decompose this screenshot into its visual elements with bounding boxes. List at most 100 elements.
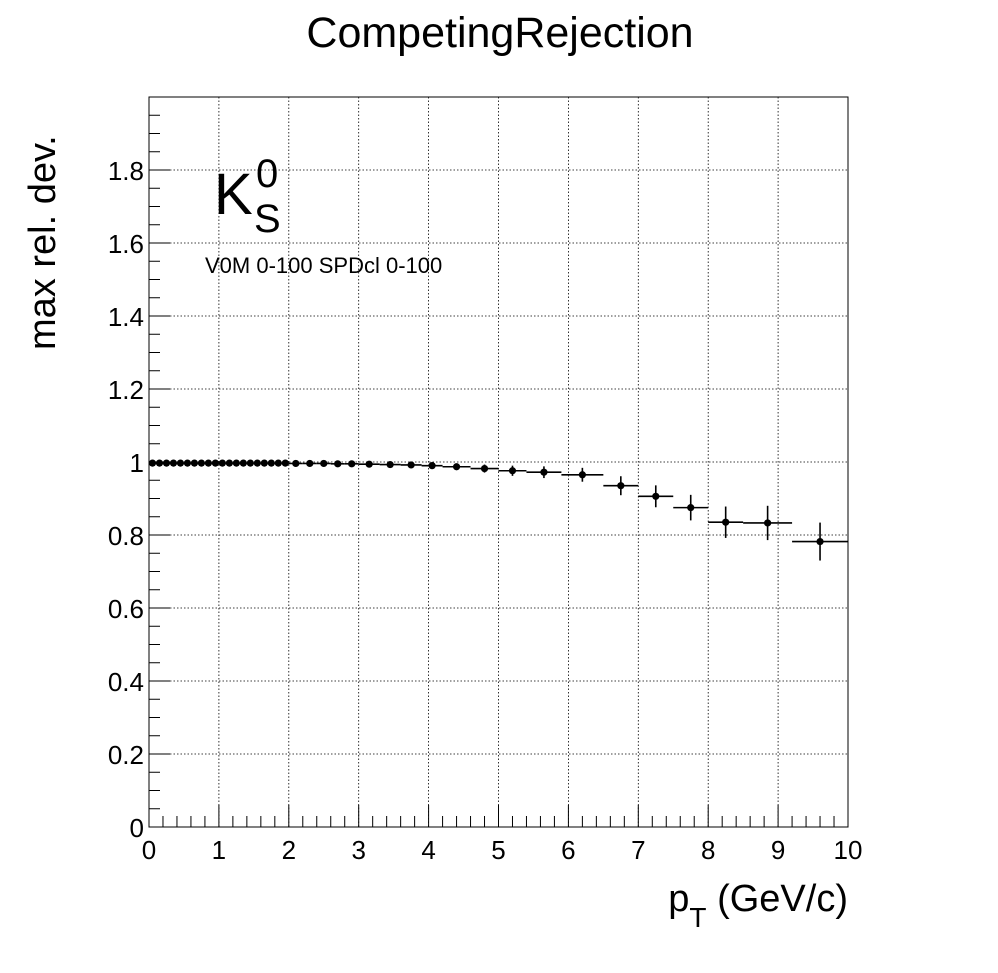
data-point	[274, 459, 282, 467]
data-point	[232, 459, 240, 467]
data-point	[526, 466, 562, 479]
data-point	[288, 459, 303, 468]
data-point	[183, 459, 192, 467]
x-tick-label: 7	[631, 835, 645, 865]
marker	[218, 459, 226, 467]
marker	[246, 459, 254, 467]
y-tick-label: 1.4	[108, 302, 144, 332]
marker	[578, 471, 586, 479]
marker	[253, 459, 261, 467]
x-axis-label: pT (GeV/c)	[668, 878, 848, 933]
y-axis-label: max rel. dev.	[22, 135, 64, 350]
marker	[169, 459, 178, 467]
x-tick-label: 3	[351, 835, 365, 865]
data-point	[148, 459, 157, 467]
marker	[211, 459, 220, 467]
x-tick-label: 8	[701, 835, 715, 865]
data-point	[470, 464, 499, 473]
data-point	[316, 459, 331, 468]
marker	[365, 460, 373, 468]
marker	[225, 459, 233, 467]
selection-annotation: V0M 0-100 SPDcl 0-100	[205, 253, 442, 278]
data-point	[442, 463, 471, 471]
data-point	[246, 459, 254, 467]
x-tick-label: 5	[491, 835, 505, 865]
y-tick-label: 1	[130, 448, 144, 478]
data-point	[281, 459, 289, 467]
y-tick-label: 0.2	[108, 740, 144, 770]
marker	[452, 463, 461, 471]
data-point	[239, 459, 247, 467]
data-point	[561, 467, 604, 482]
marker	[197, 459, 206, 467]
data-point	[260, 459, 268, 467]
particle-superscript: 0	[256, 152, 278, 196]
particle-symbol-main: K	[214, 162, 253, 227]
y-tick-label: 0	[130, 813, 144, 843]
data-point	[673, 494, 709, 521]
marker	[176, 459, 185, 467]
marker	[281, 459, 289, 467]
marker	[232, 459, 240, 467]
marker	[306, 459, 314, 468]
y-tick-label: 0.4	[108, 667, 144, 697]
x-axis-label-unit: (GeV/c)	[707, 878, 848, 920]
marker	[148, 459, 157, 467]
marker	[292, 459, 300, 468]
data-point	[253, 459, 261, 467]
chart-title: CompetingRejection	[306, 9, 693, 57]
data-point	[379, 460, 401, 469]
marker	[348, 460, 356, 468]
x-tick-labels: 0 1 2 3 4 5 6 7 8 9 10	[142, 835, 863, 865]
data-point	[204, 459, 213, 467]
data-point	[330, 460, 345, 468]
data-point	[218, 459, 226, 467]
marker	[428, 462, 436, 470]
data-point	[344, 460, 359, 468]
y-tick-label: 0.8	[108, 521, 144, 551]
data-point	[267, 459, 275, 467]
marker	[274, 459, 282, 467]
marker	[239, 459, 247, 467]
marker	[386, 460, 394, 469]
data-point	[400, 461, 422, 469]
data-point	[155, 459, 164, 467]
marker	[480, 464, 489, 473]
data-point	[176, 459, 185, 467]
marker	[764, 519, 772, 527]
data-point	[358, 460, 380, 468]
data-series	[148, 459, 848, 561]
marker	[652, 492, 660, 500]
marker	[183, 459, 192, 467]
marker	[334, 460, 342, 468]
marker	[407, 461, 415, 469]
data-point	[421, 462, 443, 470]
data-point	[211, 459, 220, 467]
x-axis-label-subscript: T	[689, 902, 706, 933]
y-tick-label: 1.2	[108, 375, 144, 405]
x-tick-label: 2	[282, 835, 296, 865]
plot-frame	[148, 96, 849, 828]
data-point	[197, 459, 206, 467]
grid	[149, 97, 848, 827]
particle-symbol: K	[214, 162, 253, 227]
particle-subscript: S	[254, 197, 281, 241]
x-tick-label: 6	[561, 835, 575, 865]
x-axis-label-main: p	[668, 878, 689, 920]
marker	[190, 459, 199, 467]
data-point	[498, 465, 527, 476]
marker	[508, 467, 517, 475]
marker	[162, 459, 171, 467]
data-point	[792, 522, 848, 561]
data-point	[743, 505, 793, 541]
y-tick-label: 1.8	[108, 156, 144, 186]
marker	[617, 482, 625, 490]
data-point	[190, 459, 199, 467]
y-tick-labels: 0 0.2 0.4 0.6 0.8 1 1.2 1.4 1.6 1.8	[108, 156, 144, 843]
data-point	[169, 459, 178, 467]
marker	[722, 518, 730, 526]
marker	[155, 459, 164, 467]
marker	[687, 504, 695, 512]
data-point	[603, 476, 639, 496]
